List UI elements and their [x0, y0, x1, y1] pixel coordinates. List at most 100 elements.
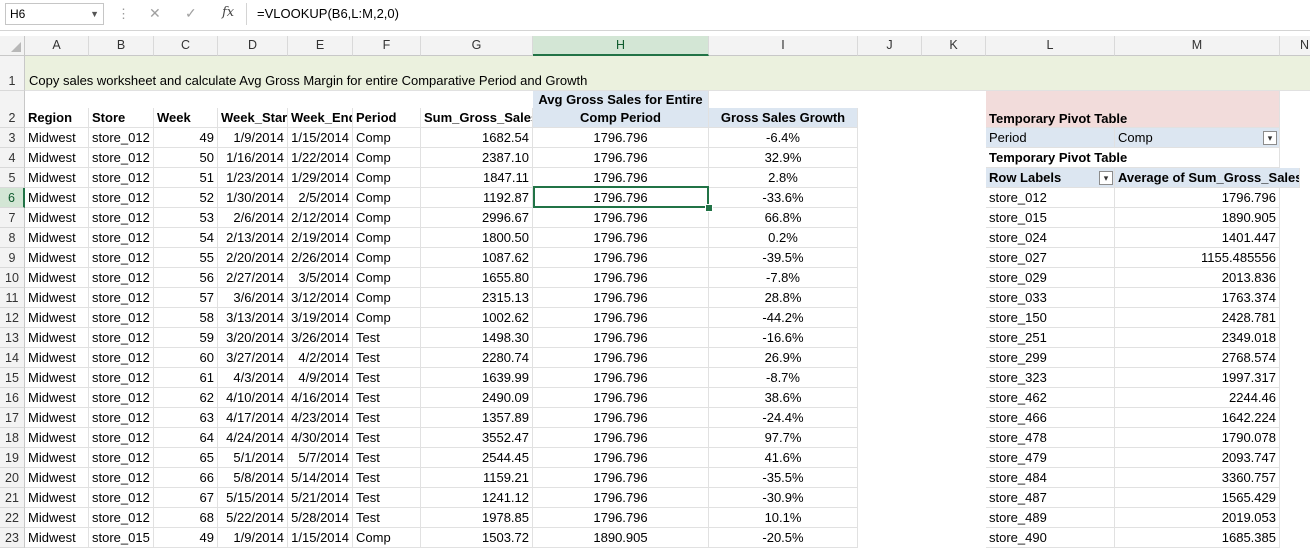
pivot-row-value[interactable]: 1796.796 [1115, 188, 1280, 208]
header-sum-gross-sales[interactable]: Sum_Gross_Sales [421, 108, 533, 128]
cell-growth[interactable]: 26.9% [709, 348, 858, 368]
pivot-row-value[interactable]: 3360.757 [1115, 468, 1280, 488]
cell-growth[interactable]: -44.2% [709, 308, 858, 328]
cell-week-end[interactable]: 5/21/2014 [288, 488, 353, 508]
cell-region[interactable]: Midwest [25, 448, 89, 468]
header-period[interactable]: Period [353, 108, 421, 128]
cell-avg-gross-sales[interactable]: 1796.796 [533, 348, 709, 368]
cell-region[interactable]: Midwest [25, 128, 89, 148]
cell-week[interactable]: 49 [154, 128, 218, 148]
pivot-title[interactable]: Temporary Pivot Table [986, 91, 1280, 128]
cell-week-start[interactable]: 3/6/2014 [218, 288, 288, 308]
cell-avg-gross-sales[interactable]: 1796.796 [533, 128, 709, 148]
header-avg-gross-sales[interactable]: Avg Gross Sales for Entire Comp Period [533, 91, 709, 128]
cell-week-start[interactable]: 4/17/2014 [218, 408, 288, 428]
cell-period[interactable]: Comp [353, 208, 421, 228]
cell-growth[interactable]: -16.6% [709, 328, 858, 348]
pivot-row-value[interactable]: 1155.485556 [1115, 248, 1280, 268]
cell-avg-gross-sales[interactable]: 1890.905 [533, 528, 709, 548]
row-header-21[interactable]: 21 [0, 488, 25, 508]
cell-sum-gross-sales[interactable]: 2280.74 [421, 348, 533, 368]
cell-store[interactable]: store_012 [89, 488, 154, 508]
cell-growth[interactable]: -8.7% [709, 368, 858, 388]
filter-icon[interactable]: ▾ [1263, 131, 1277, 145]
pivot-value-header[interactable]: Average of Sum_Gross_Sales [1115, 168, 1300, 188]
enter-icon[interactable]: ✓ [185, 5, 197, 21]
row-header-6[interactable]: 6 [0, 188, 25, 208]
cell-store[interactable]: store_012 [89, 248, 154, 268]
pivot-row-value[interactable]: 2244.46 [1115, 388, 1280, 408]
cell-avg-gross-sales[interactable]: 1796.796 [533, 168, 709, 188]
cell-week-end[interactable]: 3/19/2014 [288, 308, 353, 328]
column-header-f[interactable]: F [353, 36, 421, 56]
cell-week-start[interactable]: 1/23/2014 [218, 168, 288, 188]
cell-store[interactable]: store_012 [89, 448, 154, 468]
header-store[interactable]: Store [89, 108, 154, 128]
cell-week[interactable]: 67 [154, 488, 218, 508]
cell-week[interactable]: 50 [154, 148, 218, 168]
cell-region[interactable]: Midwest [25, 328, 89, 348]
cell-sum-gross-sales[interactable]: 1847.11 [421, 168, 533, 188]
cell-week-end[interactable]: 4/9/2014 [288, 368, 353, 388]
cell-avg-gross-sales[interactable]: 1796.796 [533, 408, 709, 428]
cell-week[interactable]: 61 [154, 368, 218, 388]
cell-week[interactable]: 54 [154, 228, 218, 248]
cell-growth[interactable]: 32.9% [709, 148, 858, 168]
cell-week-start[interactable]: 5/1/2014 [218, 448, 288, 468]
cell-avg-gross-sales[interactable]: 1796.796 [533, 148, 709, 168]
cell-week-end[interactable]: 1/29/2014 [288, 168, 353, 188]
pivot-row-label[interactable]: store_479 [986, 448, 1115, 468]
cell-period[interactable]: Comp [353, 228, 421, 248]
cell-store[interactable]: store_015 [89, 528, 154, 548]
cell-week[interactable]: 59 [154, 328, 218, 348]
row-header-1[interactable]: 1 [0, 56, 25, 91]
row-header-13[interactable]: 13 [0, 328, 25, 348]
cell-sum-gross-sales[interactable]: 1639.99 [421, 368, 533, 388]
cell-week[interactable]: 63 [154, 408, 218, 428]
cell-week[interactable]: 51 [154, 168, 218, 188]
cell-period[interactable]: Test [353, 368, 421, 388]
formula-input[interactable]: =VLOOKUP(B6,L:M,2,0) [257, 6, 399, 21]
cell-week-start[interactable]: 5/22/2014 [218, 508, 288, 528]
cell-week-end[interactable]: 2/26/2014 [288, 248, 353, 268]
pivot-row-value[interactable]: 1890.905 [1115, 208, 1280, 228]
cell-avg-gross-sales[interactable]: 1796.796 [533, 508, 709, 528]
cell-growth[interactable]: 66.8% [709, 208, 858, 228]
cell-week-end[interactable]: 5/14/2014 [288, 468, 353, 488]
cell-store[interactable]: store_012 [89, 508, 154, 528]
cell-week-start[interactable]: 1/9/2014 [218, 528, 288, 548]
row-header-2[interactable]: 2 [0, 91, 25, 128]
cell-store[interactable]: store_012 [89, 128, 154, 148]
pivot-row-label[interactable]: store_033 [986, 288, 1115, 308]
cell-region[interactable]: Midwest [25, 148, 89, 168]
cell-period[interactable]: Test [353, 468, 421, 488]
pivot-row-label[interactable]: store_024 [986, 228, 1115, 248]
row-header-9[interactable]: 9 [0, 248, 25, 268]
pivot-row-value[interactable]: 1685.385 [1115, 528, 1280, 548]
cell-week-end[interactable]: 4/2/2014 [288, 348, 353, 368]
cell-region[interactable]: Midwest [25, 408, 89, 428]
cell-store[interactable]: store_012 [89, 148, 154, 168]
cell-week-end[interactable]: 2/5/2014 [288, 188, 353, 208]
cell-store[interactable]: store_012 [89, 208, 154, 228]
cell-period[interactable]: Test [353, 448, 421, 468]
cell-avg-gross-sales[interactable]: 1796.796 [533, 468, 709, 488]
cell-region[interactable]: Midwest [25, 308, 89, 328]
cell-growth[interactable]: -39.5% [709, 248, 858, 268]
column-header-m[interactable]: M [1115, 36, 1280, 56]
cell-week-start[interactable]: 2/6/2014 [218, 208, 288, 228]
column-header-j[interactable]: J [858, 36, 922, 56]
row-header-11[interactable]: 11 [0, 288, 25, 308]
header-growth[interactable]: Gross Sales Growth [709, 108, 858, 128]
cell-region[interactable]: Midwest [25, 208, 89, 228]
column-header-n[interactable]: N [1280, 36, 1310, 56]
cell-week[interactable]: 65 [154, 448, 218, 468]
select-all-button[interactable] [0, 36, 25, 56]
cell-sum-gross-sales[interactable]: 1800.50 [421, 228, 533, 248]
row-header-4[interactable]: 4 [0, 148, 25, 168]
cell-week-start[interactable]: 3/20/2014 [218, 328, 288, 348]
title-row[interactable]: Copy sales worksheet and calculate Avg G… [25, 56, 1310, 91]
cell-sum-gross-sales[interactable]: 2996.67 [421, 208, 533, 228]
chevron-down-icon[interactable]: ▼ [90, 9, 99, 19]
cell-sum-gross-sales[interactable]: 1087.62 [421, 248, 533, 268]
